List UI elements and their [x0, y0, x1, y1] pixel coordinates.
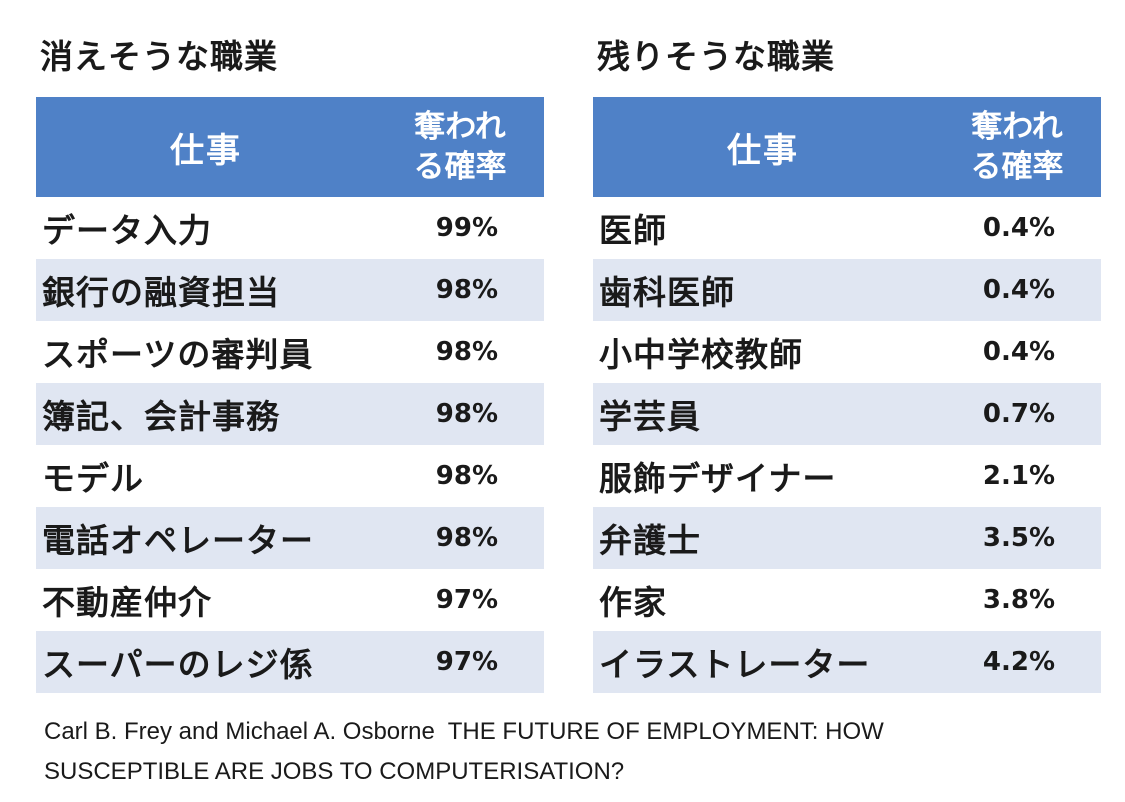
citation-line1: Carl B. Frey and Michael A. Osborne THE …: [44, 712, 1104, 752]
probability-cell: 97%: [376, 569, 544, 631]
probability-header-line2: る確率: [970, 149, 1064, 185]
right-section-title: 残りそうな職業: [597, 37, 835, 76]
table-row: 学芸員 0.7%: [593, 383, 1101, 445]
probability-header-line1: 奪われ: [971, 109, 1063, 145]
citation-title-line2: SUSCEPTIBLE ARE JOBS TO COMPUTERISATION?: [44, 758, 625, 785]
job-name-cell: 学芸員: [593, 383, 933, 445]
table-header-row: 仕事 奪われ る確率: [36, 97, 544, 197]
table-row: 小中学校教師 0.4%: [593, 321, 1101, 383]
job-name-cell: 電話オペレーター: [36, 507, 376, 569]
job-name-cell: 作家: [593, 569, 933, 631]
job-name-cell: データ入力: [36, 197, 376, 259]
job-name-cell: モデル: [36, 445, 376, 507]
job-name-cell: イラストレーター: [593, 631, 933, 693]
table-row: 弁護士 3.5%: [593, 507, 1101, 569]
probability-cell: 98%: [376, 445, 544, 507]
left-section-title: 消えそうな職業: [40, 37, 278, 76]
job-name-cell: 簿記、会計事務: [36, 383, 376, 445]
probability-cell: 3.5%: [933, 507, 1101, 569]
right-table-body: 医師 0.4% 歯科医師 0.4% 小中学校教師 0.4% 学芸員 0.7% 服飾デザイナー 2.…: [593, 197, 1101, 693]
table-row: スポーツの審判員 98%: [36, 321, 544, 383]
right-jobs-table: 仕事 奪われ る確率 医師 0.4% 歯科医師 0.4% 小中学校教師 0.4% 学芸員 0.…: [593, 97, 1101, 693]
probability-cell: 0.4%: [933, 259, 1101, 321]
citation-title-line1: THE FUTURE OF EMPLOYMENT: HOW: [447, 718, 884, 745]
table-row: 銀行の融資担当 98%: [36, 259, 544, 321]
job-column-header: 仕事: [36, 97, 376, 197]
job-name-cell: スーパーのレジ係: [36, 631, 376, 693]
table-header-row: 仕事 奪われ る確率: [593, 97, 1101, 197]
table-row: 電話オペレーター 98%: [36, 507, 544, 569]
probability-cell: 99%: [376, 197, 544, 259]
probability-cell: 98%: [376, 383, 544, 445]
probability-cell: 97%: [376, 631, 544, 693]
probability-cell: 98%: [376, 259, 544, 321]
probability-header-line1: 奪われ: [414, 109, 506, 145]
probability-cell: 2.1%: [933, 445, 1101, 507]
probability-cell: 3.8%: [933, 569, 1101, 631]
job-name-cell: スポーツの審判員: [36, 321, 376, 383]
job-name-cell: 医師: [593, 197, 933, 259]
job-name-cell: 歯科医師: [593, 259, 933, 321]
probability-cell: 98%: [376, 321, 544, 383]
job-name-cell: 服飾デザイナー: [593, 445, 933, 507]
probability-cell: 0.4%: [933, 321, 1101, 383]
table-row: データ入力 99%: [36, 197, 544, 259]
probability-cell: 98%: [376, 507, 544, 569]
probability-header-line2: る確率: [413, 149, 507, 185]
probability-cell: 0.4%: [933, 197, 1101, 259]
probability-column-header: 奪われ る確率: [933, 97, 1101, 197]
job-name-cell: 銀行の融資担当: [36, 259, 376, 321]
table-row: 簿記、会計事務 98%: [36, 383, 544, 445]
table-row: 服飾デザイナー 2.1%: [593, 445, 1101, 507]
table-row: スーパーのレジ係 97%: [36, 631, 544, 693]
citation-authors: Carl B. Frey and Michael A. Osborne: [44, 718, 435, 745]
table-row: 医師 0.4%: [593, 197, 1101, 259]
citation: Carl B. Frey and Michael A. Osborne THE …: [44, 712, 1104, 792]
job-column-header: 仕事: [593, 97, 933, 197]
left-jobs-table: 仕事 奪われ る確率 データ入力 99% 銀行の融資担当 98% スポーツの審判員 98%…: [36, 97, 544, 693]
job-name-cell: 弁護士: [593, 507, 933, 569]
table-row: 歯科医師 0.4%: [593, 259, 1101, 321]
job-name-cell: 不動産仲介: [36, 569, 376, 631]
left-table-body: データ入力 99% 銀行の融資担当 98% スポーツの審判員 98% 簿記、会計事務 98% モ…: [36, 197, 544, 693]
job-name-cell: 小中学校教師: [593, 321, 933, 383]
probability-cell: 0.7%: [933, 383, 1101, 445]
table-row: イラストレーター 4.2%: [593, 631, 1101, 693]
table-row: モデル 98%: [36, 445, 544, 507]
table-row: 不動産仲介 97%: [36, 569, 544, 631]
probability-column-header: 奪われ る確率: [376, 97, 544, 197]
probability-cell: 4.2%: [933, 631, 1101, 693]
table-row: 作家 3.8%: [593, 569, 1101, 631]
